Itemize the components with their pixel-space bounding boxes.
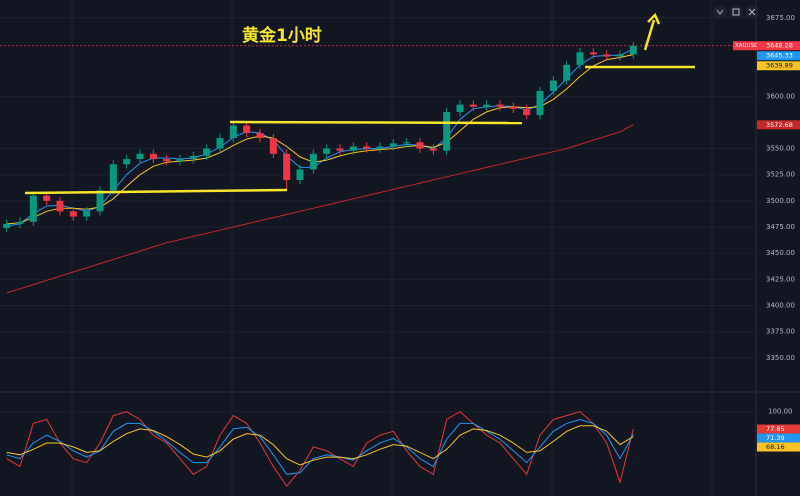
- candle-body: [629, 45, 637, 55]
- indicator-tag: 68.16: [766, 443, 785, 451]
- maximize-button[interactable]: [730, 6, 742, 18]
- candle-body: [509, 106, 517, 109]
- toolbar: [714, 6, 758, 18]
- candle-body: [109, 164, 117, 191]
- candle-body: [149, 153, 157, 160]
- y-tick-label: 3350.00: [766, 354, 795, 362]
- candle-body: [336, 148, 344, 151]
- price-tag-box: [757, 41, 800, 51]
- candle-body: [269, 138, 277, 154]
- indicator-line: [6, 425, 634, 466]
- candle-body: [256, 132, 264, 139]
- candle-body: [389, 143, 397, 147]
- support-line: [24, 188, 288, 195]
- candle-body: [203, 148, 211, 156]
- arrow-head: [647, 12, 661, 25]
- indicator-tag-box: [757, 442, 800, 452]
- moving-average: [6, 54, 634, 225]
- candle-body: [549, 80, 557, 92]
- candle-body: [69, 211, 77, 217]
- ma-tag: 3639.89: [766, 62, 793, 70]
- indicator-tag-box: [757, 424, 800, 434]
- candle-body: [429, 148, 437, 151]
- y-tick-label: 3600.00: [766, 92, 795, 100]
- chart-title: 黄金1小时: [242, 25, 322, 46]
- indicator-tag-box: [757, 433, 800, 443]
- moving-average: [6, 124, 634, 294]
- arrow: [643, 19, 656, 51]
- candle-body: [3, 223, 11, 229]
- y-tick-label: 3450.00: [766, 249, 795, 257]
- y-tick-label: 3675.00: [766, 14, 795, 22]
- candle-body: [403, 142, 411, 144]
- candle-body: [309, 153, 317, 170]
- candle-body: [83, 211, 91, 217]
- ma-tag: 3572.68: [766, 121, 793, 129]
- ma-tag: 3645.33: [766, 52, 793, 60]
- candle-body: [136, 153, 144, 160]
- indicator-tag: 77.85: [766, 425, 785, 433]
- candle-body: [536, 91, 544, 116]
- drawings: [24, 12, 695, 195]
- y-tick-label: 3375.00: [766, 328, 795, 336]
- symbol-label: XAUUSD: [735, 43, 758, 49]
- candle-body: [496, 104, 504, 107]
- collapse-button[interactable]: [714, 6, 726, 18]
- candle-body: [616, 54, 624, 57]
- candle-body: [416, 142, 424, 149]
- candle-body: [376, 146, 384, 149]
- y-tick-label: 3500.00: [766, 197, 795, 205]
- candle-body: [603, 54, 611, 57]
- ma-tag-box: [757, 120, 800, 130]
- indicator-line: [6, 411, 634, 487]
- candle-body: [243, 125, 251, 133]
- candle-body: [296, 169, 304, 180]
- candle-body: [56, 200, 64, 212]
- y-tick-label: 3550.00: [766, 145, 795, 153]
- candle-body: [363, 146, 371, 149]
- close-icon: [748, 8, 756, 16]
- maximize-icon: [732, 8, 740, 16]
- candle-body: [16, 221, 24, 224]
- candle-body: [163, 159, 171, 162]
- y-tick-label: 100.00: [768, 408, 793, 416]
- collapse-icon: [716, 9, 724, 15]
- candle-body: [576, 52, 584, 65]
- candle-body: [29, 195, 37, 222]
- candle-body: [443, 111, 451, 151]
- candle-body: [456, 104, 464, 112]
- candle-body: [43, 195, 51, 201]
- candle-body: [589, 52, 597, 55]
- candle-body: [123, 159, 131, 165]
- candle-body: [483, 104, 491, 107]
- candle-body: [176, 159, 184, 162]
- support-line: [229, 120, 523, 125]
- candle-body: [563, 64, 571, 81]
- candle-body: [323, 148, 331, 154]
- candle-body: [349, 146, 357, 151]
- indicator-line: [6, 418, 634, 475]
- candle-body: [523, 108, 531, 116]
- y-tick-label: 3475.00: [766, 223, 795, 231]
- ma-tag-box: [757, 61, 800, 71]
- candle-body: [96, 190, 104, 212]
- symbol-box: [733, 41, 757, 51]
- ma-tag-box: [757, 51, 800, 61]
- y-tick-label: 3525.00: [766, 171, 795, 179]
- candle-body: [469, 104, 477, 107]
- y-tick-label: 3400.00: [766, 301, 795, 309]
- candle-body: [283, 153, 291, 180]
- plot-area: [0, 17, 756, 487]
- y-tick-label: 3425.00: [766, 275, 795, 283]
- indicator-tag: 71.39: [766, 434, 785, 442]
- price-tag: 3648.28: [766, 42, 793, 50]
- candle-body: [229, 125, 237, 139]
- candle-body: [216, 138, 224, 149]
- candle-body: [189, 155, 197, 160]
